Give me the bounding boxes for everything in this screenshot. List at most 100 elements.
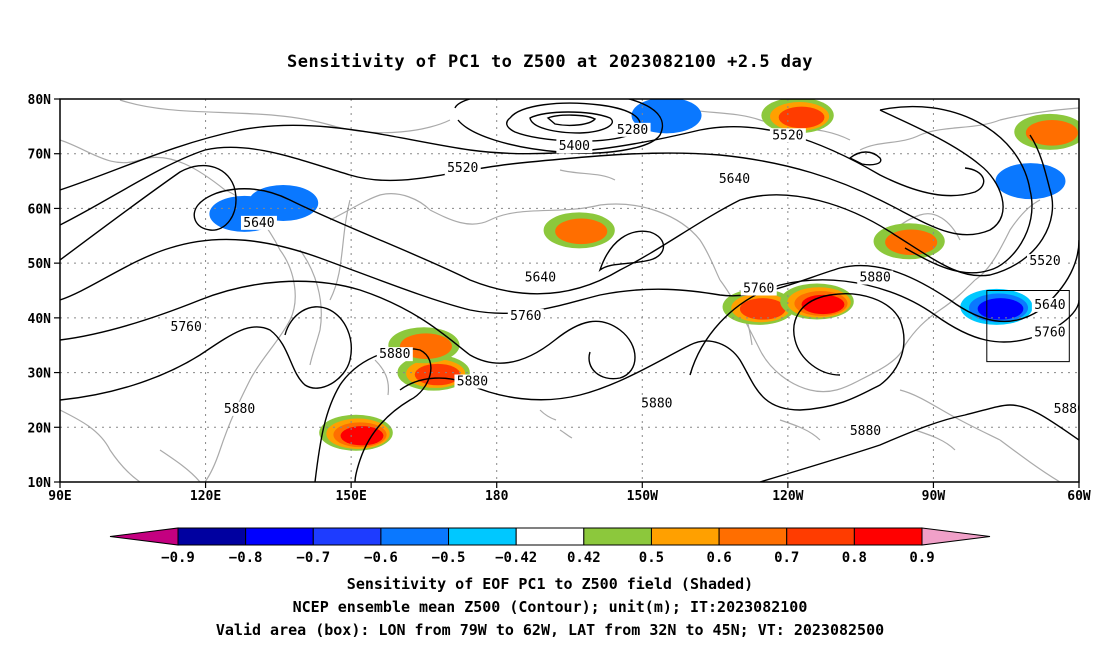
contour-label: 5280 bbox=[617, 123, 648, 138]
contour-label-bg bbox=[1031, 325, 1068, 340]
colorbar-label: −0.8 bbox=[229, 550, 263, 566]
contour-5640 bbox=[60, 134, 1054, 295]
y-tick-label: 10N bbox=[28, 476, 52, 491]
colorbar-label: −0.6 bbox=[364, 550, 398, 566]
contour-5880c bbox=[399, 293, 905, 411]
contour-label-bg bbox=[769, 128, 806, 143]
contour-label: 5880 bbox=[379, 347, 410, 362]
contour-label-bg bbox=[847, 423, 884, 438]
sensitivity-patch bbox=[555, 218, 608, 245]
contour-label-bg bbox=[638, 396, 675, 411]
colorbar-segment bbox=[515, 527, 585, 546]
contour-5520a bbox=[60, 109, 1004, 236]
x-tick-label: 150W bbox=[627, 489, 658, 504]
sensitivity-patch bbox=[977, 298, 1024, 320]
colorbar-label: −0.9 bbox=[161, 550, 195, 566]
contour-label-bg bbox=[740, 281, 777, 296]
colorbar-label: 0.9 bbox=[909, 550, 934, 566]
sensitivity-patch bbox=[885, 229, 938, 256]
contour-label-bg bbox=[168, 319, 205, 334]
y-tick-label: 70N bbox=[28, 148, 52, 163]
sensitivity-patch bbox=[1090, 348, 1100, 377]
contour-5880d bbox=[759, 404, 1079, 482]
contour-label: 5640 bbox=[1034, 298, 1065, 313]
contour-5280-inner bbox=[529, 111, 613, 134]
y-tick-label: 30N bbox=[28, 367, 52, 382]
colorbar-segment bbox=[718, 527, 788, 546]
colorbar-segment bbox=[448, 527, 517, 546]
y-axis-ticks: 10N 20N 30N 40N 50N 60N 70N 80N bbox=[28, 93, 60, 491]
map-frame bbox=[59, 98, 1080, 483]
contour-label-bg bbox=[1031, 297, 1068, 312]
contour-label: 5880 bbox=[224, 402, 255, 417]
x-tick-label: 90W bbox=[922, 489, 946, 504]
contour-label: 5880 bbox=[641, 396, 672, 411]
colorbar-label: 0.8 bbox=[842, 550, 867, 566]
colorbar-segment bbox=[853, 527, 923, 546]
x-tick-label: 90E bbox=[48, 489, 71, 504]
contour-label: 5640 bbox=[243, 216, 274, 231]
caption-line-2: NCEP ensemble mean Z500 (Contour); unit(… bbox=[293, 598, 808, 616]
x-tick-label: 120W bbox=[772, 489, 803, 504]
sensitivity-patch bbox=[414, 363, 461, 386]
contour-label: 5760 bbox=[171, 320, 202, 335]
colorbar-label: 0.7 bbox=[774, 550, 799, 566]
y-tick-label: 20N bbox=[28, 421, 52, 436]
contour-5400 bbox=[454, 99, 664, 154]
contour-label: 5640 bbox=[719, 172, 750, 187]
contour-label: 5880 bbox=[1054, 402, 1085, 417]
contour-label-bg bbox=[857, 270, 894, 285]
contour-label: 5400 bbox=[559, 139, 590, 154]
contour-label-bg bbox=[1051, 401, 1079, 416]
colorbar-segment bbox=[650, 527, 720, 546]
x-tick-label: 60W bbox=[1067, 489, 1091, 504]
contour-label: 5520 bbox=[447, 161, 478, 176]
colorbar-segment bbox=[312, 527, 382, 546]
contour-label-bg bbox=[556, 139, 593, 154]
sensitivity-patch bbox=[1025, 120, 1078, 146]
contour-label-bg bbox=[614, 122, 651, 137]
contour-label: 5760 bbox=[1034, 325, 1065, 340]
contour-label-bg bbox=[716, 172, 753, 187]
contour-label: 5760 bbox=[743, 282, 774, 297]
coastlines bbox=[60, 99, 1079, 482]
y-tick-label: 60N bbox=[28, 202, 52, 217]
x-axis-ticks: 90E 120E 150E 180 150W 120W 90W 60W bbox=[48, 482, 1091, 504]
x-tick-label: 180 bbox=[485, 489, 509, 504]
contour-label-bg bbox=[454, 374, 491, 389]
colorbar-segment bbox=[245, 527, 314, 546]
sensitivity-patch bbox=[995, 163, 1066, 200]
sensitivity-patch bbox=[340, 426, 384, 446]
contour-label-bg bbox=[444, 161, 481, 176]
chart-title: Sensitivity of PC1 to Z500 at 2023082100… bbox=[287, 52, 813, 72]
contour-labels: 5280 5400 5520 5520 5640 5640 5640 5640 5520 5760… bbox=[168, 122, 1085, 439]
lat-lon-gridlines bbox=[60, 99, 1079, 482]
contour-5880b bbox=[314, 348, 432, 482]
contour-label-bg bbox=[376, 347, 413, 362]
colorbar-low-arrow bbox=[109, 527, 179, 546]
y-tick-label: 80N bbox=[28, 93, 52, 108]
colorbar-segment bbox=[583, 527, 652, 546]
colorbar: −0.9 −0.8 −0.7 −0.6 −0.5 −0.42 0.42 0.5 0.6 0.7 0.… bbox=[109, 527, 991, 566]
y-tick-label: 40N bbox=[28, 312, 52, 327]
contour-label: 5880 bbox=[457, 375, 488, 390]
sensitivity-patch bbox=[739, 298, 786, 320]
colorbar-segment bbox=[786, 527, 855, 546]
colorbar-label: 0.5 bbox=[639, 550, 664, 566]
contour-label-bg bbox=[522, 270, 559, 285]
contour-5400b bbox=[60, 124, 985, 197]
contour-label: 5520 bbox=[1029, 254, 1060, 269]
contour-5880a bbox=[60, 306, 352, 401]
contour-label-bg bbox=[240, 215, 277, 230]
x-tick-label: 120E bbox=[190, 489, 221, 504]
contour-5760a bbox=[60, 238, 1079, 323]
colorbar-label: 0.6 bbox=[706, 550, 731, 566]
contour-5760b bbox=[60, 280, 636, 380]
sensitivity-patch bbox=[801, 294, 845, 315]
valid-area-box bbox=[986, 290, 1070, 363]
caption-line-1: Sensitivity of EOF PC1 to Z500 field (Sh… bbox=[347, 575, 753, 593]
contour-5280-core bbox=[546, 114, 597, 127]
sensitivity-patch bbox=[778, 106, 825, 129]
colorbar-segment bbox=[380, 527, 450, 546]
